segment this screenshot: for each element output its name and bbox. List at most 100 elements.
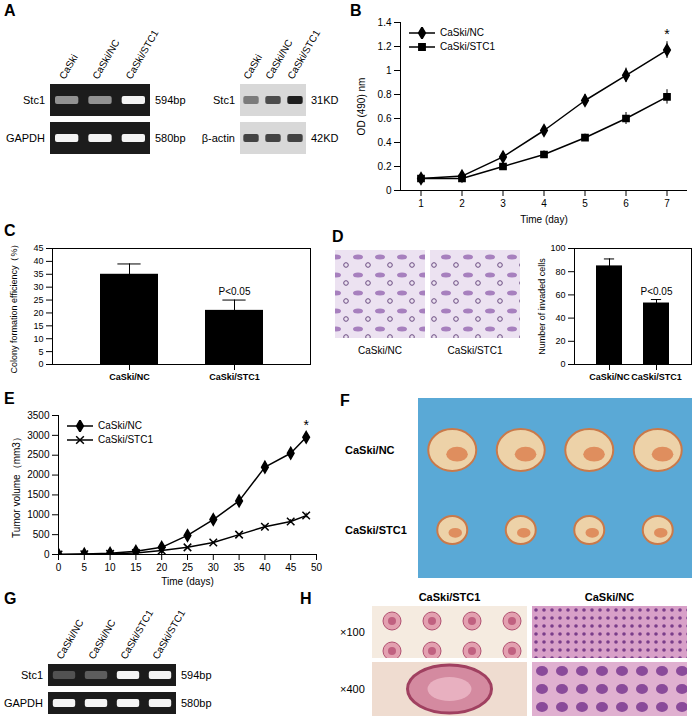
svg-text:P<0.05: P<0.05 <box>219 286 251 297</box>
svg-text:45: 45 <box>33 243 43 253</box>
svg-text:15: 15 <box>33 321 43 331</box>
svg-text:30: 30 <box>33 282 43 292</box>
svg-text:1000: 1000 <box>27 509 50 520</box>
svg-text:0: 0 <box>38 359 43 369</box>
svg-text:CaSki/STC1: CaSki/STC1 <box>631 372 682 382</box>
svg-text:30: 30 <box>208 562 220 573</box>
svg-text:CaSki/STC1: CaSki/STC1 <box>285 27 322 81</box>
svg-text:CaSki/STC1: CaSki/STC1 <box>209 372 260 382</box>
html-text:H: H <box>300 590 312 607</box>
svg-text:45: 45 <box>285 562 297 573</box>
svg-text:CaSki/STC1: CaSki/STC1 <box>124 27 161 81</box>
svg-text:0.6: 0.6 <box>378 113 392 124</box>
svg-text:5: 5 <box>582 198 588 209</box>
svg-text:*: * <box>664 26 670 42</box>
svg-text:100: 100 <box>550 243 565 253</box>
svg-text:CaSki/NC: CaSki/NC <box>109 372 150 382</box>
svg-text:GAPDH: GAPDH <box>6 132 45 144</box>
svg-text:CaSki/NC: CaSki/NC <box>589 372 630 382</box>
svg-text:10: 10 <box>33 334 43 344</box>
svg-text:CaSki/STC1: CaSki/STC1 <box>447 345 502 356</box>
svg-text:35: 35 <box>234 562 246 573</box>
svg-text:20: 20 <box>555 336 565 346</box>
svg-text:42KD: 42KD <box>311 132 339 144</box>
svg-text:1: 1 <box>418 198 424 209</box>
svg-text:0: 0 <box>56 562 62 573</box>
svg-text:0: 0 <box>560 359 565 369</box>
svg-text:40: 40 <box>259 562 271 573</box>
html-text:B: B <box>350 2 362 19</box>
svg-text:*: * <box>303 417 309 433</box>
svg-text:×400: ×400 <box>340 683 365 695</box>
svg-text:1.4: 1.4 <box>378 17 392 28</box>
svg-text:50: 50 <box>311 562 323 573</box>
svg-text:2: 2 <box>459 198 465 209</box>
svg-text:P<0.05: P<0.05 <box>641 286 673 297</box>
svg-text:5: 5 <box>38 346 43 356</box>
svg-text:OD (490) nm: OD (490) nm <box>356 78 367 136</box>
svg-text:594bp: 594bp <box>155 94 186 106</box>
html-text:D: D <box>332 228 344 245</box>
svg-text:CaSki: CaSki <box>57 52 80 81</box>
svg-text:25: 25 <box>182 562 194 573</box>
svg-text:CaSki/STC1: CaSki/STC1 <box>150 607 187 661</box>
svg-text:GAPDH: GAPDH <box>4 697 43 709</box>
svg-text:31KD: 31KD <box>311 94 339 106</box>
svg-text:0: 0 <box>44 549 50 560</box>
svg-text:10: 10 <box>105 562 117 573</box>
svg-text:0: 0 <box>386 185 392 196</box>
svg-text:CaSki/NC: CaSki/NC <box>90 37 121 81</box>
svg-text:Tumor volume（mm3）: Tumor volume（mm3） <box>11 432 22 538</box>
svg-text:Time (day): Time (day) <box>520 214 567 225</box>
svg-text:CaSki/STC1: CaSki/STC1 <box>419 591 481 603</box>
svg-text:0.2: 0.2 <box>378 161 392 172</box>
svg-text:2000: 2000 <box>27 469 50 480</box>
svg-text:580bp: 580bp <box>155 132 186 144</box>
html-text:G: G <box>4 590 17 607</box>
svg-text:4: 4 <box>541 198 547 209</box>
svg-text:1.2: 1.2 <box>378 41 392 52</box>
svg-text:1: 1 <box>386 65 392 76</box>
svg-text:Stc1: Stc1 <box>21 669 43 681</box>
svg-text:β-actin: β-actin <box>202 132 235 144</box>
svg-text:Colony formation efficiency（%）: Colony formation efficiency（%） <box>9 240 19 374</box>
svg-text:CaSki/NC: CaSki/NC <box>86 617 117 661</box>
svg-text:60: 60 <box>555 290 565 300</box>
svg-text:Stc1: Stc1 <box>213 94 235 106</box>
svg-text:CaSki/NC: CaSki/NC <box>345 444 395 456</box>
svg-text:3000: 3000 <box>27 430 50 441</box>
svg-text:20: 20 <box>33 308 43 318</box>
svg-text:CaSki/NC: CaSki/NC <box>585 591 635 603</box>
svg-text:500: 500 <box>33 529 50 540</box>
svg-text:80: 80 <box>555 267 565 277</box>
svg-text:Time (days): Time (days) <box>161 576 213 587</box>
svg-text:×100: ×100 <box>340 626 365 638</box>
svg-text:3500: 3500 <box>27 410 50 421</box>
svg-text:40: 40 <box>555 313 565 323</box>
svg-text:CaSki/NC: CaSki/NC <box>54 617 85 661</box>
svg-text:5: 5 <box>82 562 88 573</box>
svg-text:594bp: 594bp <box>181 669 212 681</box>
svg-text:40: 40 <box>33 256 43 266</box>
svg-text:0.8: 0.8 <box>378 89 392 100</box>
svg-text:0.4: 0.4 <box>378 137 392 148</box>
svg-text:3: 3 <box>500 198 506 209</box>
svg-text:25: 25 <box>33 295 43 305</box>
svg-text:CaSki: CaSki <box>241 52 264 81</box>
svg-text:6: 6 <box>623 198 629 209</box>
svg-text:7: 7 <box>664 198 670 209</box>
svg-text:CaSki/NC: CaSki/NC <box>358 345 402 356</box>
svg-text:35: 35 <box>33 269 43 279</box>
svg-text:15: 15 <box>130 562 142 573</box>
svg-text:CaSki/NC: CaSki/NC <box>263 37 295 81</box>
svg-text:Number of invaded cells: Number of invaded cells <box>537 258 547 355</box>
svg-text:Stc1: Stc1 <box>23 94 45 106</box>
html-text:C: C <box>4 222 16 239</box>
svg-text:1500: 1500 <box>27 489 50 500</box>
svg-text:CaSki/STC1: CaSki/STC1 <box>118 607 155 661</box>
svg-text:580bp: 580bp <box>181 697 212 709</box>
html-text:A: A <box>4 2 16 19</box>
svg-text:2500: 2500 <box>27 449 50 460</box>
svg-text:CaSki/STC1: CaSki/STC1 <box>345 524 407 536</box>
svg-text:20: 20 <box>156 562 168 573</box>
